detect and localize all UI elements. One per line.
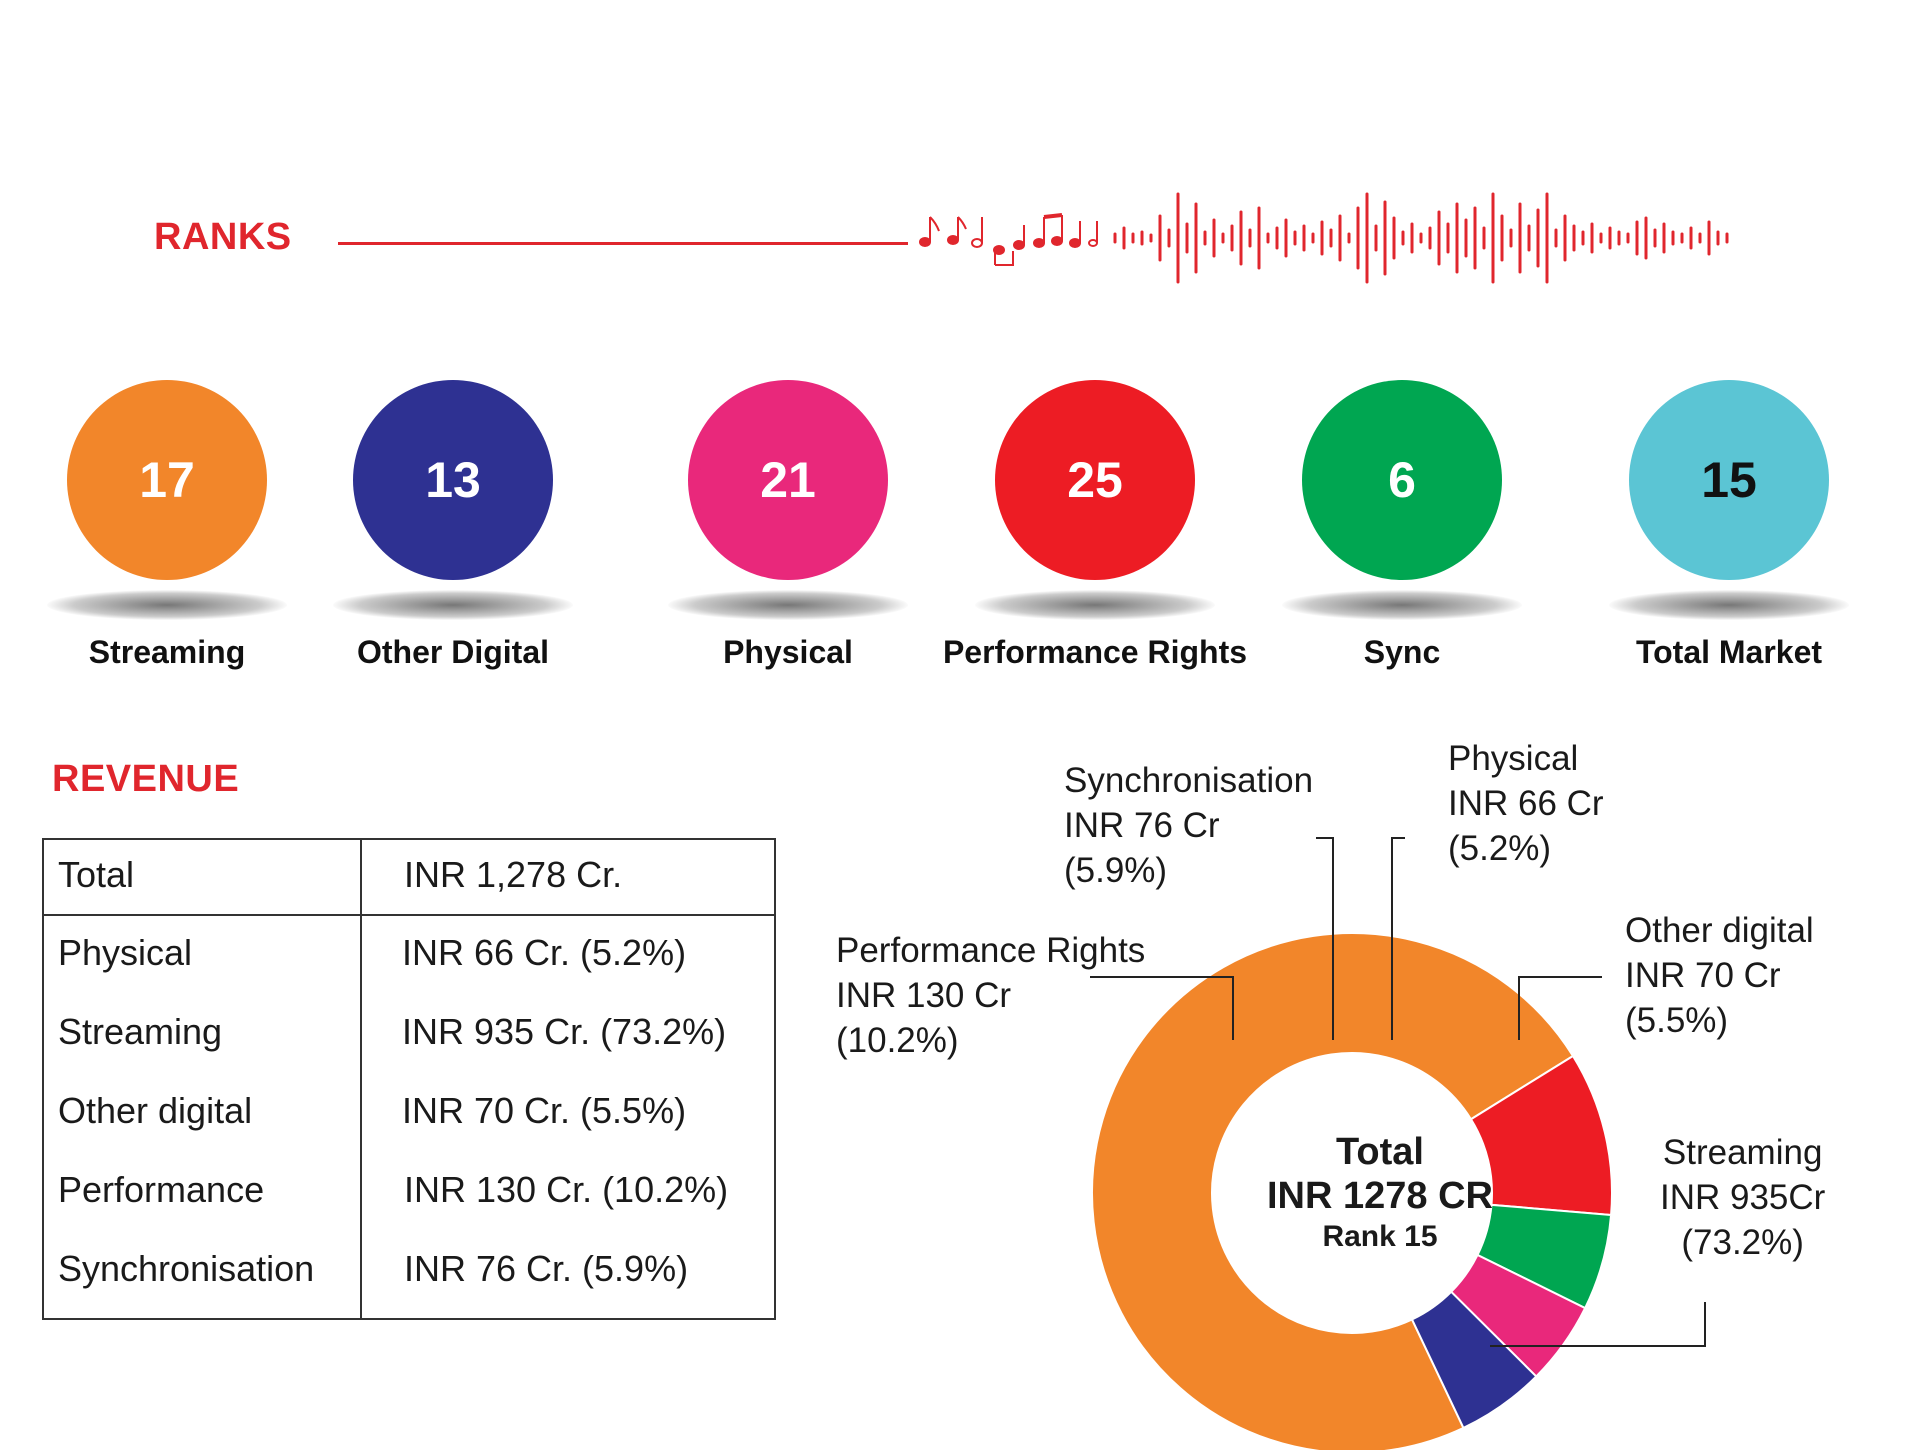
table-row-label: Synchronisation xyxy=(58,1248,315,1289)
slice-label-percent: (73.2%) xyxy=(1681,1223,1804,1262)
slice-label-percent: (10.2%) xyxy=(836,1021,959,1060)
bubble-shadow xyxy=(668,590,908,620)
donut-center-title: Total xyxy=(1336,1131,1424,1173)
table-row-label: Streaming xyxy=(58,1011,223,1052)
leader-line-other-digital xyxy=(1518,976,1602,1040)
table-row-value: INR 66 Cr. (5.2%) xyxy=(402,932,687,973)
slice-label-name: Performance Rights xyxy=(836,931,1146,970)
sound-wave-icon xyxy=(919,192,1729,284)
ranks-divider-line xyxy=(338,242,908,245)
slice-label-value: INR 76 Cr xyxy=(1064,806,1220,845)
donut-slice-other-digital xyxy=(1410,1290,1538,1430)
donut-center-value: INR 1278 CR xyxy=(1267,1175,1493,1217)
rank-value: 6 xyxy=(1388,452,1416,508)
leader-line-physical xyxy=(1391,837,1405,1040)
slice-label-other-digital: Other digital INR 70 Cr (5.5%) xyxy=(1625,908,1814,1043)
slice-label-name: Streaming xyxy=(1662,1133,1823,1172)
rank-bubble: 17 xyxy=(67,380,267,580)
rank-label: Streaming xyxy=(88,634,246,670)
rank-value: 25 xyxy=(1067,452,1123,508)
bubble-shadow xyxy=(47,590,287,620)
table-row-value: INR 70 Cr. (5.5%) xyxy=(402,1090,687,1131)
slice-label-value: INR 130 Cr xyxy=(836,976,1012,1015)
revenue-table: Total INR 1,278 Cr. Physical INR 66 Cr. … xyxy=(42,838,776,1320)
slice-label-performance-rights: Performance Rights INR 130 Cr (10.2%) xyxy=(836,928,1145,1063)
rank-bubble: 25 xyxy=(995,380,1195,580)
slice-label-percent: (5.5%) xyxy=(1625,1001,1729,1040)
donut-center-label: Total INR 1278 CR Rank 15 xyxy=(1230,1130,1530,1256)
leader-line-synchronisation xyxy=(1316,837,1334,1040)
table-row-value: INR 935 Cr. (73.2%) xyxy=(402,1011,727,1052)
ranks-title: RANKS xyxy=(154,216,292,258)
slice-label-percent: (5.2%) xyxy=(1448,829,1552,868)
slice-label-name: Synchronisation xyxy=(1064,761,1314,800)
revenue-donut-chart xyxy=(1090,837,1706,1450)
rank-value: 21 xyxy=(760,452,816,508)
rank-bubble: 13 xyxy=(353,380,553,580)
revenue-title: REVENUE xyxy=(52,758,240,800)
donut-slice-streaming xyxy=(1091,932,1575,1450)
slice-label-name: Other digital xyxy=(1625,911,1814,950)
table-row-value: INR 76 Cr. (5.9%) xyxy=(404,1248,689,1289)
rank-label: Total Market xyxy=(1635,634,1823,670)
rank-label: Sync xyxy=(1363,634,1441,670)
rank-bubble: 21 xyxy=(688,380,888,580)
rank-value: 15 xyxy=(1701,452,1757,508)
slice-label-physical: Physical INR 66 Cr (5.2%) xyxy=(1448,736,1604,871)
table-header-value: INR 1,278 Cr. xyxy=(404,854,623,895)
rank-label: Performance Rights xyxy=(942,634,1248,670)
table-row-label: Other digital xyxy=(58,1090,253,1131)
slice-label-percent: (5.9%) xyxy=(1064,851,1168,890)
leader-line-performance-rights xyxy=(1090,976,1234,1040)
bubble-shadow xyxy=(1282,590,1522,620)
slice-label-name: Physical xyxy=(1448,739,1579,778)
slice-label-value: INR 935Cr xyxy=(1660,1178,1826,1217)
table-header-label: Total xyxy=(58,854,135,895)
rank-bubble: 15 xyxy=(1629,380,1829,580)
donut-center-rank: Rank 15 xyxy=(1322,1220,1438,1253)
leader-line-streaming xyxy=(1490,1302,1706,1347)
slice-label-streaming: Streaming INR 935Cr (73.2%) xyxy=(1660,1130,1825,1265)
bubble-shadow xyxy=(975,590,1215,620)
rank-value: 17 xyxy=(139,452,195,508)
audio-waveform xyxy=(1113,192,1729,284)
table-row-label: Performance xyxy=(58,1169,265,1210)
table-column-divider xyxy=(360,840,362,1318)
slice-label-synchronisation: Synchronisation INR 76 Cr (5.9%) xyxy=(1064,758,1313,893)
music-notes-icon xyxy=(919,213,1098,266)
slice-label-value: INR 66 Cr xyxy=(1448,784,1604,823)
table-row-label: Physical xyxy=(58,932,193,973)
bubble-shadow xyxy=(1609,590,1849,620)
rank-label: Physical xyxy=(723,634,853,670)
rank-value: 13 xyxy=(425,452,481,508)
slice-label-value: INR 70 Cr xyxy=(1625,956,1781,995)
table-row-value: INR 130 Cr. (10.2%) xyxy=(404,1169,729,1210)
table-header-divider xyxy=(44,914,774,916)
bubble-shadow xyxy=(333,590,573,620)
rank-bubble: 6 xyxy=(1302,380,1502,580)
rank-label: Other Digital xyxy=(356,634,549,670)
